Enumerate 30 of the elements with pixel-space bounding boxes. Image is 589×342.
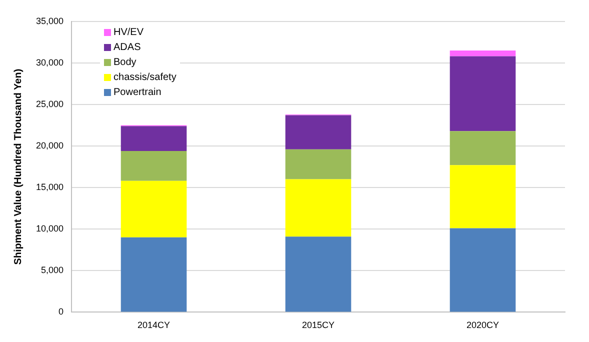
x-tick-label: 2020CY [466,320,500,330]
legend-label: Powertrain [114,87,162,98]
y-tick-label: 20,000 [36,140,64,151]
legend-label: Body [114,57,136,68]
bar [120,151,187,181]
y-tick-label: 15,000 [36,182,64,192]
bar [285,149,352,180]
bar [450,228,516,312]
bar [285,179,352,237]
bar [120,237,187,312]
y-tick-label: 10,000 [36,224,64,234]
y-tick-label: 0 [58,306,64,317]
y-tick-label: 5,000 [40,265,64,276]
bar [450,50,516,56]
y-tick-label: 35,000 [36,16,64,26]
x-tick-label: 2015CY [302,320,335,330]
bar [120,180,187,238]
legend-label: HV/EV [114,27,144,38]
y-tick-label: 30,000 [36,57,64,68]
legend-label: chassis/safety [114,72,176,84]
bar [450,165,516,228]
y-tick-label: 25,000 [36,98,64,109]
bar [450,56,516,132]
bar [450,131,516,166]
y-axis-title: Shipment Value (Hundred Thousand Yen) [12,68,24,265]
bar [120,126,187,152]
bar [285,236,352,312]
bar [285,115,352,150]
x-tick-label: 2014CY [138,320,170,330]
legend-label: ADAS [114,42,141,54]
